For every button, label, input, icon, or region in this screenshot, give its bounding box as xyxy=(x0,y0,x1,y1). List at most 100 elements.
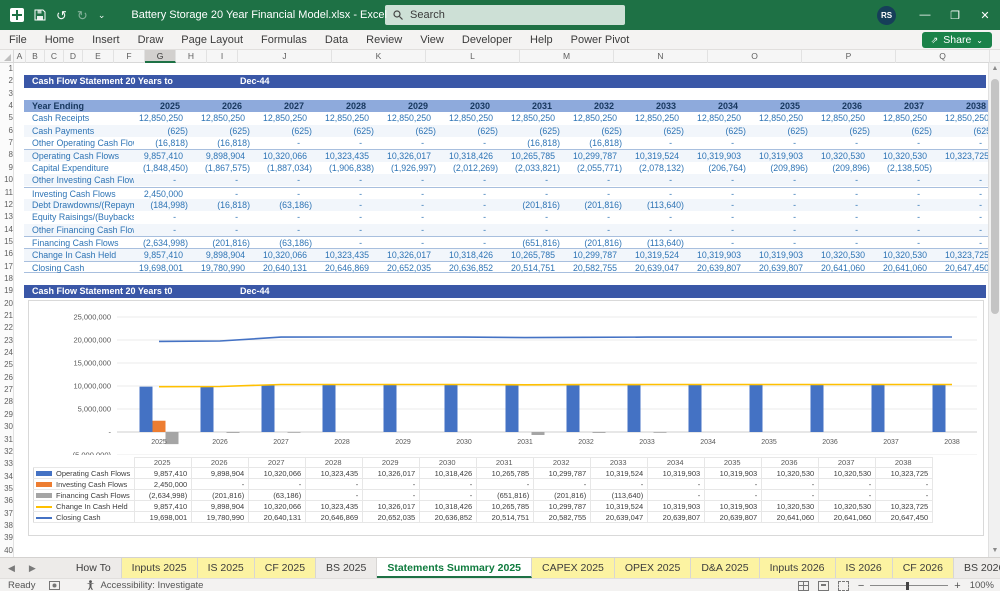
row-header-30[interactable]: 30 xyxy=(4,422,13,432)
table-cell[interactable]: (625) xyxy=(539,125,560,136)
table-cell[interactable]: (1,906,838) xyxy=(329,162,374,173)
table-cell[interactable]: - xyxy=(917,199,920,210)
ribbon-tab-insert[interactable]: Insert xyxy=(92,33,120,46)
table-cell[interactable]: - xyxy=(297,212,300,223)
redo-icon[interactable]: ↻ xyxy=(76,7,88,23)
table-cell[interactable]: 10,320,530 xyxy=(820,151,865,162)
table-cell[interactable]: 20,639,807 xyxy=(758,262,803,273)
table-cell[interactable]: - xyxy=(793,138,796,149)
prev-sheet-icon[interactable]: ◀ xyxy=(8,562,15,573)
table-cell[interactable]: - xyxy=(855,237,858,248)
row-header-28[interactable]: 28 xyxy=(4,397,13,407)
table-cell[interactable]: (2,078,132) xyxy=(639,162,684,173)
table-cell[interactable]: (1,867,575) xyxy=(205,162,250,173)
table-cell[interactable]: (16,818) xyxy=(527,138,560,149)
sheet-tab-inputs-2025[interactable]: Inputs 2025 xyxy=(121,558,198,578)
row-header-18[interactable]: 18 xyxy=(4,273,13,283)
table-cell[interactable]: - xyxy=(359,188,362,199)
table-cell[interactable]: (625) xyxy=(973,125,994,136)
table-cell[interactable]: - xyxy=(979,224,982,235)
table-cell[interactable]: - xyxy=(545,175,548,186)
sheet-tab-inputs-2026[interactable]: Inputs 2026 xyxy=(759,558,836,578)
table-cell[interactable]: (625) xyxy=(353,125,374,136)
column-header-L[interactable]: L xyxy=(426,50,520,63)
row-header-1[interactable]: 1 xyxy=(8,64,13,73)
table-cell[interactable]: 20,582,755 xyxy=(572,262,617,273)
row-header-20[interactable]: 20 xyxy=(4,298,13,308)
table-cell[interactable]: 12,850,250 xyxy=(448,113,493,124)
bar-operating-cash-flows[interactable] xyxy=(566,384,580,432)
column-header-G[interactable]: G xyxy=(145,50,176,63)
table-cell[interactable]: (625) xyxy=(601,125,622,136)
select-all-corner[interactable] xyxy=(0,50,14,63)
table-cell[interactable]: (651,816) xyxy=(522,237,560,248)
ribbon-tab-file[interactable]: File xyxy=(9,33,27,46)
sheet-tab-is-2026[interactable]: IS 2026 xyxy=(835,558,893,578)
table-cell[interactable]: - xyxy=(979,188,982,199)
bar-operating-cash-flows[interactable] xyxy=(627,384,641,432)
bar-financing-cash-flows[interactable] xyxy=(165,432,179,445)
row-header-26[interactable]: 26 xyxy=(4,372,13,382)
row-header-35[interactable]: 35 xyxy=(4,483,13,493)
table-cell[interactable]: 10,326,017 xyxy=(386,151,431,162)
page-break-view-icon[interactable] xyxy=(837,580,849,591)
column-header-H[interactable]: H xyxy=(176,50,207,63)
table-cell[interactable]: (16,818) xyxy=(589,138,622,149)
table-cell[interactable]: - xyxy=(917,224,920,235)
row-header-6[interactable]: 6 xyxy=(8,125,13,135)
sheet-tab-is-2025[interactable]: IS 2025 xyxy=(197,558,255,578)
row-header-25[interactable]: 25 xyxy=(4,360,13,370)
table-cell[interactable]: - xyxy=(235,175,238,186)
bar-financing-cash-flows[interactable] xyxy=(653,432,667,433)
table-cell[interactable]: (209,896) xyxy=(770,162,808,173)
ribbon-tab-view[interactable]: View xyxy=(420,33,444,46)
row-header-15[interactable]: 15 xyxy=(4,236,13,246)
row-header-37[interactable]: 37 xyxy=(4,508,13,518)
ribbon-tab-data[interactable]: Data xyxy=(324,33,349,46)
sheet-tab-statements-summary-2025[interactable]: Statements Summary 2025 xyxy=(377,558,532,578)
statement1-header[interactable]: Cash Flow Statement 20 Years to Dec-44 xyxy=(24,75,986,88)
row-header-32[interactable]: 32 xyxy=(4,446,13,456)
table-cell[interactable]: 10,265,785 xyxy=(510,250,555,261)
column-header-M[interactable]: M xyxy=(520,50,614,63)
table-cell[interactable]: 9,898,904 xyxy=(205,250,245,261)
table-cell[interactable]: 10,323,435 xyxy=(324,151,369,162)
sheet-tab-capex-2025[interactable]: CAPEX 2025 xyxy=(532,558,615,578)
table-cell[interactable]: 10,318,426 xyxy=(448,151,493,162)
row-header-21[interactable]: 21 xyxy=(4,311,13,320)
table-cell[interactable]: - xyxy=(545,212,548,223)
row-header-29[interactable]: 29 xyxy=(4,409,13,419)
table-cell[interactable]: - xyxy=(483,138,486,149)
table-cell[interactable]: - xyxy=(731,237,734,248)
column-header-C[interactable]: C xyxy=(45,50,64,63)
table-cell[interactable]: (63,186) xyxy=(279,237,312,248)
table-cell[interactable]: 12,850,250 xyxy=(944,113,989,124)
table-cell[interactable]: 12,850,250 xyxy=(634,113,679,124)
table-cell[interactable]: 12,850,250 xyxy=(882,113,927,124)
table-cell[interactable]: (625) xyxy=(167,125,188,136)
bar-operating-cash-flows[interactable] xyxy=(261,384,275,432)
row-label[interactable]: Financing Cash Flows xyxy=(32,237,119,248)
row-header-36[interactable]: 36 xyxy=(4,496,13,506)
vertical-scroll-thumb[interactable] xyxy=(991,79,999,314)
table-cell[interactable]: - xyxy=(173,224,176,235)
table-cell[interactable]: 10,323,435 xyxy=(324,250,369,261)
table-cell[interactable]: - xyxy=(793,237,796,248)
table-cell[interactable]: - xyxy=(483,188,486,199)
close-button[interactable]: ✕ xyxy=(980,9,990,22)
table-cell[interactable]: 20,639,047 xyxy=(634,262,679,273)
column-header-K[interactable]: K xyxy=(332,50,426,63)
table-cell[interactable]: - xyxy=(731,199,734,210)
table-cell[interactable]: - xyxy=(297,175,300,186)
table-cell[interactable]: (201,816) xyxy=(584,237,622,248)
sheet-tab-cf-2025[interactable]: CF 2025 xyxy=(254,558,317,578)
table-cell[interactable]: - xyxy=(173,212,176,223)
normal-view-icon[interactable] xyxy=(797,580,809,591)
table-cell[interactable]: (625) xyxy=(663,125,684,136)
year-header-2031[interactable]: 2031 xyxy=(531,101,552,112)
table-cell[interactable]: - xyxy=(421,188,424,199)
table-cell[interactable]: - xyxy=(793,224,796,235)
bar-investing-cash-flows[interactable] xyxy=(152,420,166,432)
table-cell[interactable]: - xyxy=(359,138,362,149)
year-header-2029[interactable]: 2029 xyxy=(407,101,428,112)
